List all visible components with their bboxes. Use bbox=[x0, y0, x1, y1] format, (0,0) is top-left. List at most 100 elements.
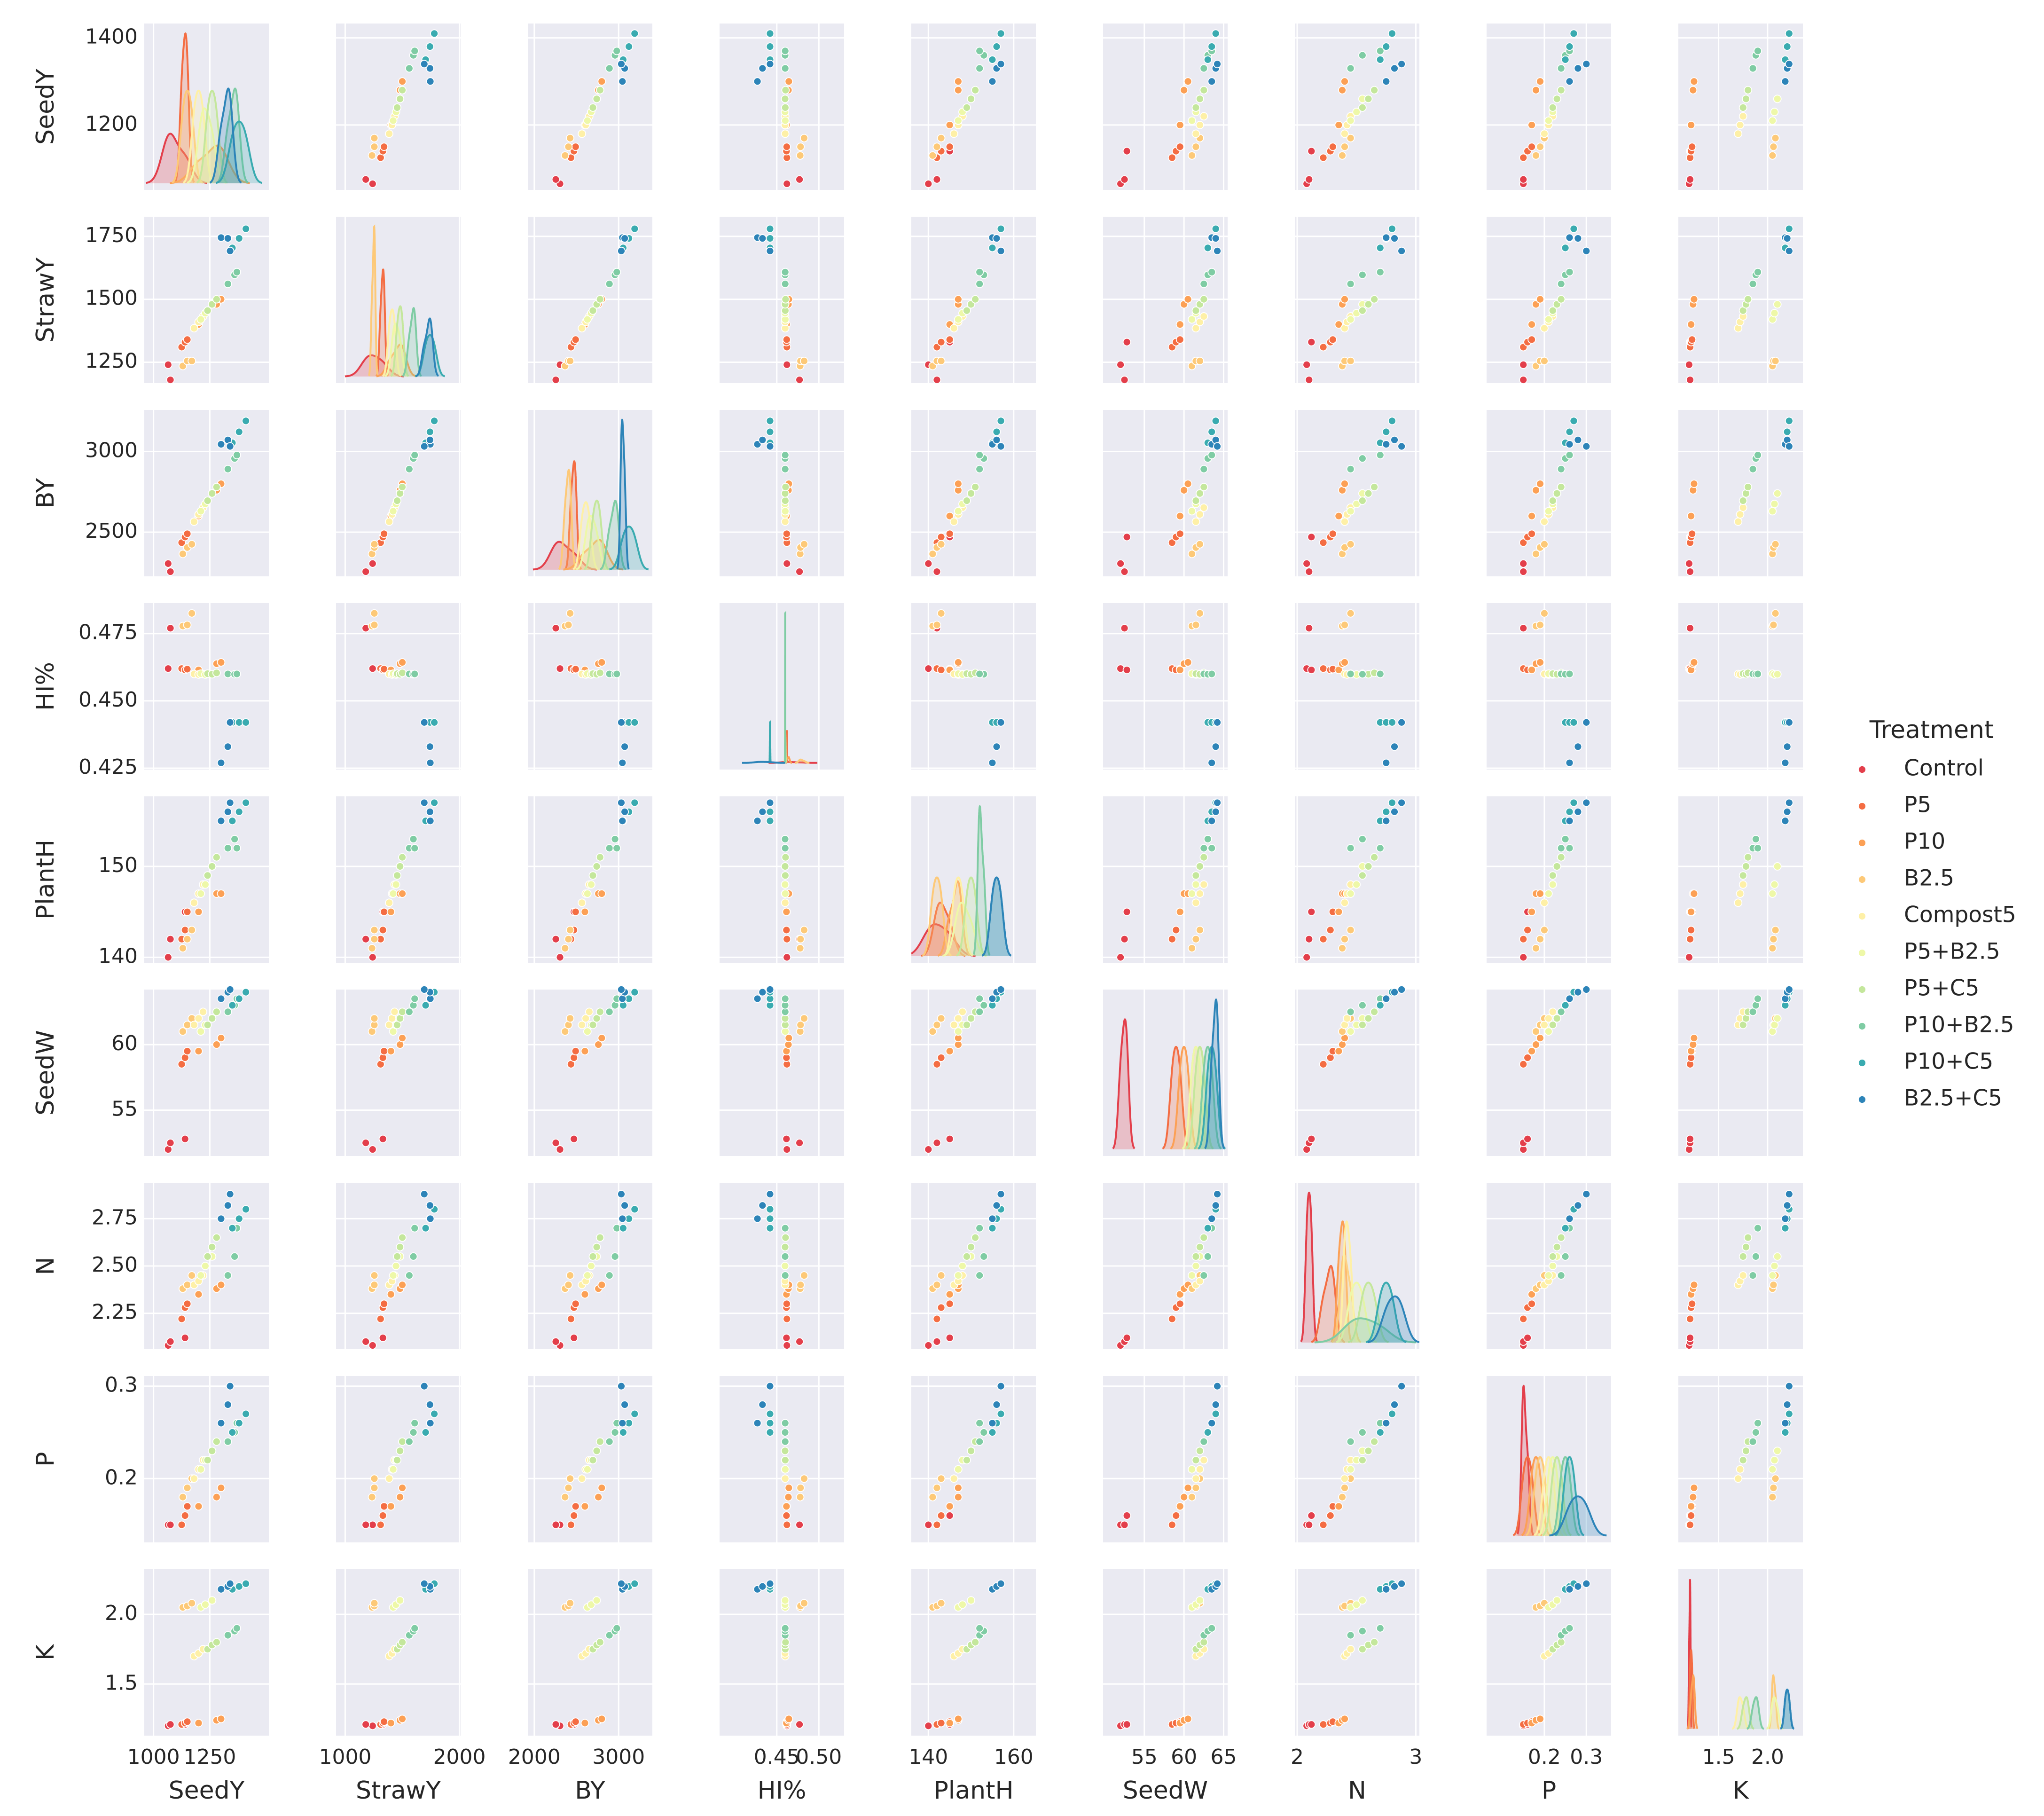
scatter-point bbox=[1191, 103, 1200, 112]
panel bbox=[1487, 1376, 1611, 1542]
scatter-point bbox=[781, 94, 790, 103]
scatter-point bbox=[588, 1456, 597, 1464]
scatter-point bbox=[217, 440, 226, 448]
legend-marker bbox=[1858, 802, 1866, 810]
scatter-point bbox=[1191, 129, 1200, 138]
scatter-point bbox=[988, 758, 997, 767]
scatter-point bbox=[1768, 151, 1777, 160]
scatter-point bbox=[385, 1474, 393, 1483]
scatter-point bbox=[1305, 935, 1314, 943]
scatter-point bbox=[937, 540, 946, 549]
scatter-point bbox=[1203, 1252, 1212, 1261]
scatter-point bbox=[196, 889, 205, 898]
x-tick-label: 2 bbox=[1291, 1745, 1304, 1769]
scatter-point bbox=[410, 994, 419, 1003]
scatter-point bbox=[226, 246, 235, 255]
scatter-point bbox=[183, 1502, 192, 1511]
scatter-point bbox=[1687, 121, 1696, 129]
scatter-point bbox=[1390, 1400, 1399, 1409]
scatter-point bbox=[1376, 55, 1385, 64]
scatter-point bbox=[203, 871, 212, 880]
scatter-point bbox=[766, 42, 775, 51]
scatter-point bbox=[421, 1428, 430, 1437]
scatter-point bbox=[1382, 1419, 1391, 1428]
scatter-point bbox=[1328, 142, 1337, 151]
scatter-point bbox=[217, 994, 226, 1003]
scatter-point bbox=[971, 1638, 980, 1647]
scatter-point bbox=[1188, 315, 1196, 324]
scatter-point bbox=[1736, 121, 1745, 129]
scatter-point bbox=[410, 1224, 419, 1233]
scatter-point bbox=[1196, 1242, 1204, 1251]
scatter-point bbox=[1397, 60, 1406, 69]
scatter-point bbox=[1203, 244, 1212, 252]
scatter-point bbox=[996, 718, 1005, 727]
scatter-point bbox=[566, 1520, 575, 1529]
scatter-point bbox=[1565, 758, 1574, 767]
scatter-point bbox=[235, 427, 243, 436]
scatter-point bbox=[208, 1014, 217, 1023]
scatter-point bbox=[1739, 496, 1747, 505]
scatter-point bbox=[1781, 1224, 1790, 1233]
scatter-point bbox=[425, 42, 434, 51]
scatter-point bbox=[1370, 853, 1378, 862]
scatter-point bbox=[781, 1428, 790, 1437]
scatter-point bbox=[1687, 1502, 1696, 1511]
scatter-point bbox=[781, 1271, 790, 1280]
panel bbox=[1103, 24, 1228, 190]
scatter-point bbox=[1175, 142, 1184, 151]
scatter-point bbox=[212, 1233, 221, 1242]
scatter-point bbox=[1382, 427, 1391, 436]
scatter-point bbox=[766, 246, 775, 255]
scatter-point bbox=[1302, 953, 1311, 962]
scatter-point bbox=[405, 464, 414, 473]
scatter-point bbox=[368, 1145, 377, 1154]
panel bbox=[720, 217, 844, 384]
scatter-point bbox=[370, 935, 379, 943]
scatter-point bbox=[1739, 503, 1747, 512]
legend-label: P5+B2.5 bbox=[1904, 939, 2000, 965]
scatter-point bbox=[1346, 134, 1355, 142]
scatter-point bbox=[183, 665, 192, 674]
scatter-point bbox=[571, 665, 580, 674]
scatter-point bbox=[1319, 343, 1328, 352]
scatter-point bbox=[203, 1456, 212, 1464]
kde-area bbox=[1534, 1457, 1563, 1536]
scatter-point bbox=[1582, 60, 1591, 69]
scatter-point bbox=[380, 907, 389, 916]
scatter-point bbox=[1770, 880, 1779, 889]
scatter-point bbox=[368, 180, 377, 188]
kde-line bbox=[922, 876, 952, 957]
scatter-point bbox=[975, 47, 984, 55]
scatter-point bbox=[783, 361, 791, 369]
scatter-point bbox=[1536, 935, 1544, 943]
scatter-point bbox=[1390, 742, 1399, 751]
panel-background bbox=[720, 603, 844, 770]
panel-background bbox=[720, 796, 844, 963]
scatter-point bbox=[1346, 1437, 1355, 1446]
scatter-point bbox=[1785, 1190, 1793, 1199]
scatter-point bbox=[217, 1034, 226, 1043]
scatter-point bbox=[954, 1027, 963, 1036]
scatter-point bbox=[1754, 844, 1762, 853]
scatter-point bbox=[992, 1400, 1001, 1409]
scatter-point bbox=[1536, 621, 1544, 629]
scatter-point bbox=[570, 1511, 579, 1520]
scatter-point bbox=[1307, 907, 1316, 916]
scatter-point bbox=[242, 988, 251, 997]
kde-line bbox=[345, 354, 404, 377]
x-tick-label: 65 bbox=[1211, 1745, 1237, 1769]
scatter-point bbox=[597, 77, 606, 86]
kde-line bbox=[768, 720, 772, 763]
legend-marker bbox=[1858, 1022, 1866, 1030]
scatter-point bbox=[1376, 1624, 1385, 1633]
kde-line bbox=[1204, 998, 1225, 1149]
scatter-point bbox=[753, 1419, 762, 1428]
scatter-point bbox=[618, 1214, 627, 1223]
scatter-point bbox=[949, 1021, 958, 1030]
scatter-point bbox=[1574, 742, 1582, 751]
scatter-point bbox=[988, 1214, 997, 1223]
scatter-point bbox=[1370, 1437, 1378, 1446]
scatter-point bbox=[1754, 451, 1762, 459]
scatter-point bbox=[1690, 889, 1699, 898]
